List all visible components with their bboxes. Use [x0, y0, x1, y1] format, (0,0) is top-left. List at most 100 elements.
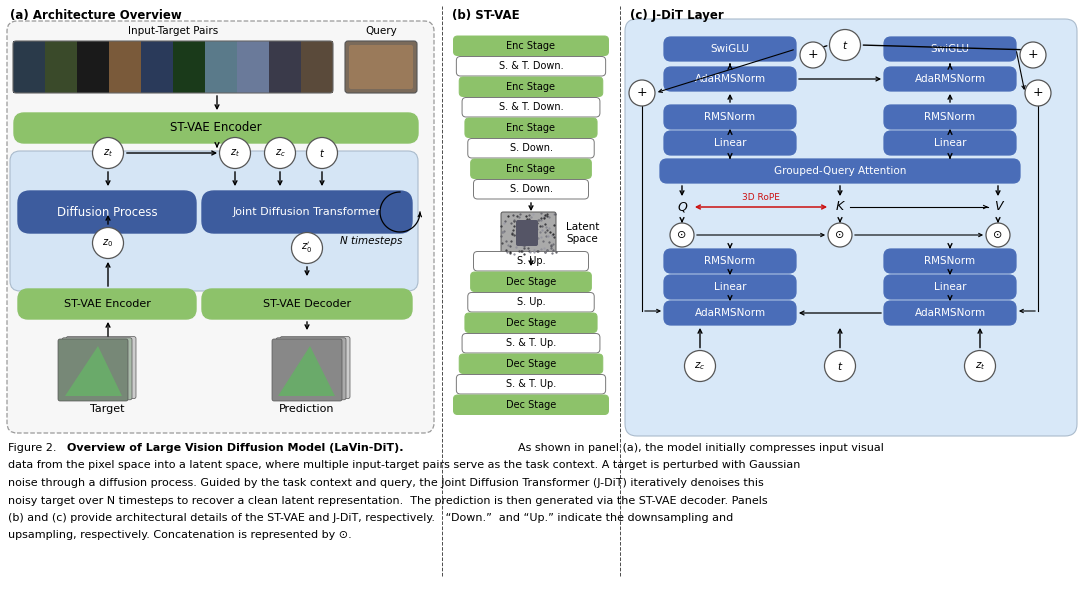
Text: S. Up.: S. Up. [516, 297, 545, 307]
FancyBboxPatch shape [18, 191, 195, 233]
FancyBboxPatch shape [664, 105, 796, 129]
Text: +: + [1032, 86, 1043, 99]
Text: AdaRMSNorm: AdaRMSNorm [694, 308, 766, 318]
Text: Joint Diffusion Transformer: Joint Diffusion Transformer [233, 207, 381, 217]
Text: S. & T. Up.: S. & T. Up. [505, 379, 556, 389]
FancyBboxPatch shape [269, 41, 301, 93]
Text: Dec Stage: Dec Stage [505, 400, 556, 410]
FancyBboxPatch shape [471, 272, 592, 291]
FancyBboxPatch shape [66, 337, 136, 398]
FancyBboxPatch shape [885, 301, 1016, 325]
FancyBboxPatch shape [109, 41, 141, 93]
FancyBboxPatch shape [345, 41, 417, 93]
Text: $t$: $t$ [841, 39, 848, 51]
Circle shape [824, 350, 855, 382]
Text: ST-VAE Encoder: ST-VAE Encoder [171, 122, 261, 135]
FancyBboxPatch shape [464, 313, 597, 333]
FancyBboxPatch shape [459, 354, 603, 374]
Text: Figure 2.: Figure 2. [8, 443, 56, 453]
Polygon shape [278, 346, 335, 396]
FancyBboxPatch shape [18, 289, 195, 319]
Text: $z_t$: $z_t$ [103, 147, 113, 159]
Text: Enc Stage: Enc Stage [507, 164, 555, 174]
FancyBboxPatch shape [501, 212, 556, 254]
Text: ⊙: ⊙ [677, 230, 687, 240]
FancyBboxPatch shape [77, 41, 109, 93]
Text: (b) ST-VAE: (b) ST-VAE [453, 9, 519, 22]
Text: ST-VAE Encoder: ST-VAE Encoder [64, 299, 150, 309]
Circle shape [1025, 80, 1051, 106]
Text: Q: Q [677, 200, 687, 213]
Text: AdaRMSNorm: AdaRMSNorm [915, 74, 986, 84]
Text: +: + [1028, 48, 1038, 61]
Circle shape [265, 138, 296, 168]
Text: Input-Target Pairs: Input-Target Pairs [127, 26, 218, 36]
FancyBboxPatch shape [10, 151, 418, 291]
FancyBboxPatch shape [280, 337, 350, 398]
Text: RMSNorm: RMSNorm [924, 256, 975, 266]
Text: SwiGLU: SwiGLU [931, 44, 970, 54]
Circle shape [1020, 42, 1047, 68]
FancyBboxPatch shape [454, 36, 608, 56]
Text: Linear: Linear [714, 282, 746, 292]
FancyBboxPatch shape [202, 289, 411, 319]
FancyBboxPatch shape [457, 57, 606, 76]
FancyBboxPatch shape [473, 180, 589, 199]
FancyBboxPatch shape [664, 301, 796, 325]
Text: Dec Stage: Dec Stage [505, 318, 556, 328]
Circle shape [93, 138, 123, 168]
Text: Linear: Linear [934, 282, 967, 292]
Text: As shown in panel (a), the model initially compresses input visual: As shown in panel (a), the model initial… [518, 443, 883, 453]
Text: S. & T. Down.: S. & T. Down. [499, 102, 564, 112]
Circle shape [800, 42, 826, 68]
Text: ⊙: ⊙ [994, 230, 1002, 240]
Text: V: V [994, 200, 1002, 213]
Text: noise through a diffusion process. Guided by the task context and query, the Joi: noise through a diffusion process. Guide… [8, 478, 764, 488]
Text: Enc Stage: Enc Stage [507, 41, 555, 51]
Text: Enc Stage: Enc Stage [507, 82, 555, 92]
Text: RMSNorm: RMSNorm [704, 112, 756, 122]
Circle shape [629, 80, 654, 106]
FancyBboxPatch shape [468, 138, 594, 158]
Circle shape [292, 232, 323, 264]
FancyBboxPatch shape [45, 41, 77, 93]
FancyBboxPatch shape [664, 249, 796, 273]
Text: N timesteps: N timesteps [340, 236, 403, 246]
Circle shape [829, 30, 861, 60]
FancyBboxPatch shape [202, 191, 411, 233]
Circle shape [670, 223, 694, 247]
FancyBboxPatch shape [625, 19, 1077, 436]
Circle shape [986, 223, 1010, 247]
Text: ST-VAE Decoder: ST-VAE Decoder [262, 299, 351, 309]
FancyBboxPatch shape [62, 338, 132, 400]
Text: S. Down.: S. Down. [510, 184, 553, 194]
Text: (c) J-DiT Layer: (c) J-DiT Layer [630, 9, 724, 22]
Text: S. Up.: S. Up. [516, 256, 545, 267]
Text: S. Down.: S. Down. [510, 143, 553, 153]
FancyBboxPatch shape [885, 105, 1016, 129]
FancyBboxPatch shape [660, 159, 1020, 183]
Text: AdaRMSNorm: AdaRMSNorm [915, 308, 986, 318]
FancyBboxPatch shape [141, 41, 173, 93]
FancyBboxPatch shape [237, 41, 269, 93]
Text: AdaRMSNorm: AdaRMSNorm [694, 74, 766, 84]
FancyBboxPatch shape [468, 293, 594, 312]
FancyBboxPatch shape [459, 77, 603, 96]
FancyBboxPatch shape [664, 67, 796, 91]
Text: Linear: Linear [934, 138, 967, 148]
Text: $z_0'$: $z_0'$ [301, 241, 312, 255]
FancyBboxPatch shape [349, 45, 413, 89]
FancyBboxPatch shape [471, 159, 592, 178]
Text: S. & T. Up.: S. & T. Up. [505, 338, 556, 348]
FancyBboxPatch shape [516, 220, 538, 246]
FancyBboxPatch shape [276, 338, 346, 400]
Text: +: + [808, 48, 819, 61]
Circle shape [219, 138, 251, 168]
Text: S. & T. Down.: S. & T. Down. [499, 61, 564, 72]
FancyBboxPatch shape [14, 113, 418, 143]
Text: Overview of Large Vision Diffusion Model (LaVin-DiT).: Overview of Large Vision Diffusion Model… [67, 443, 404, 453]
Text: data from the pixel space into a latent space, where multiple input-target pairs: data from the pixel space into a latent … [8, 460, 800, 470]
FancyBboxPatch shape [58, 339, 129, 401]
Text: Grouped-Query Attention: Grouped-Query Attention [773, 166, 906, 176]
Text: Target: Target [90, 404, 124, 414]
